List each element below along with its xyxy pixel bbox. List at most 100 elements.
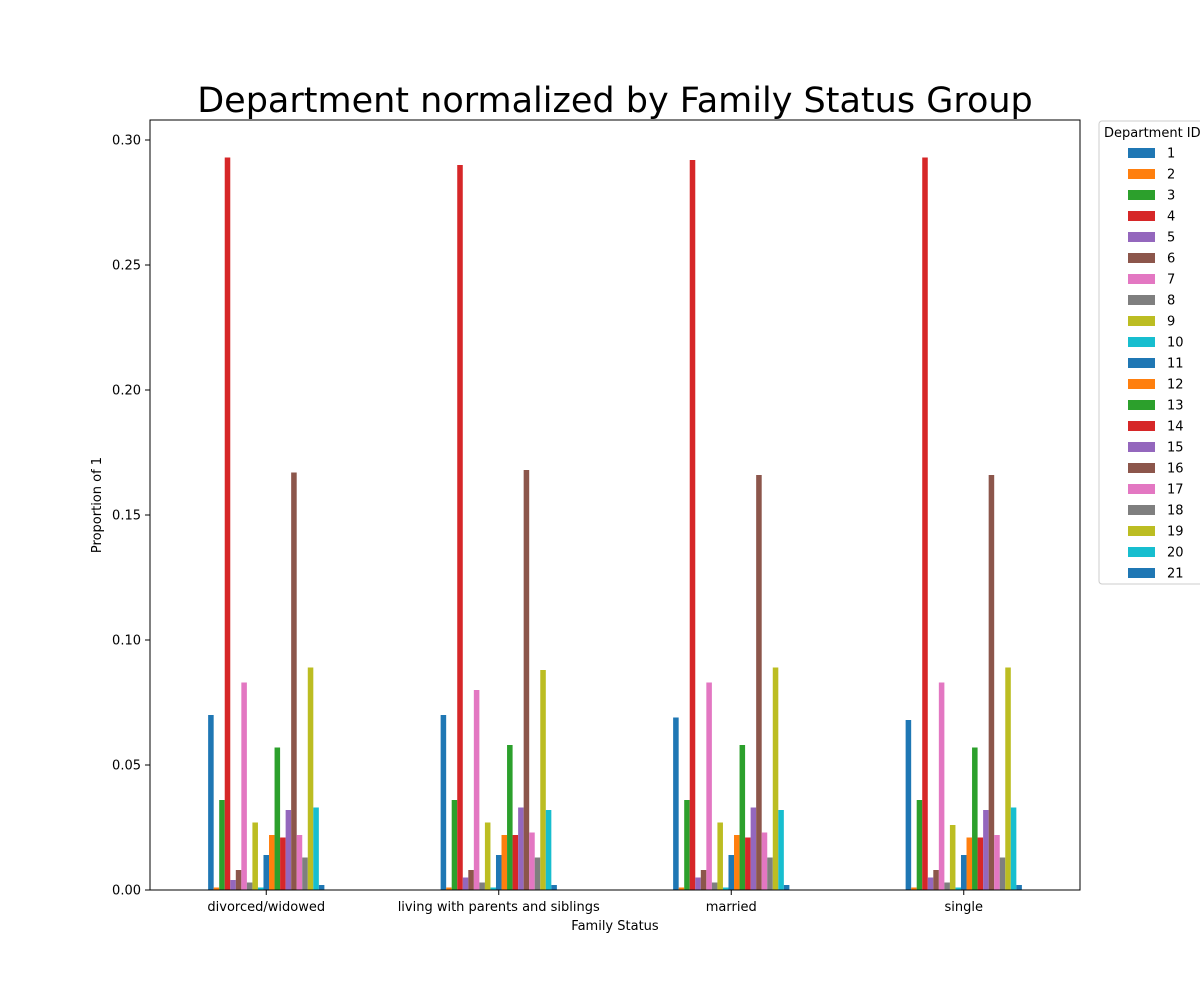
legend-swatch-3 bbox=[1128, 190, 1155, 200]
bar-dept-6-2 bbox=[700, 870, 707, 890]
y-tick-label: 0.05 bbox=[112, 759, 141, 774]
bar-dept-11-1 bbox=[495, 855, 502, 890]
bar-dept-3-1 bbox=[451, 800, 458, 890]
bar-dept-17-0 bbox=[296, 835, 303, 890]
bar-dept-3-0 bbox=[219, 800, 225, 890]
legend-label-16: 16 bbox=[1167, 462, 1184, 477]
bar-dept-18-3 bbox=[999, 857, 1006, 890]
bar-dept-19-3 bbox=[1005, 667, 1011, 890]
bar-dept-15-2 bbox=[750, 807, 757, 890]
legend-label-21: 21 bbox=[1167, 567, 1184, 582]
legend-swatch-18 bbox=[1128, 505, 1155, 515]
legend-swatch-20 bbox=[1128, 547, 1155, 557]
bar-dept-5-0 bbox=[230, 880, 236, 890]
bar-dept-18-1 bbox=[534, 857, 541, 890]
bar-dept-12-0 bbox=[269, 835, 275, 890]
bar-dept-5-3 bbox=[927, 877, 934, 890]
legend-swatch-7 bbox=[1128, 274, 1155, 284]
legend-label-2: 2 bbox=[1167, 168, 1175, 183]
bar-dept-17-2 bbox=[761, 832, 768, 890]
bar-dept-7-1 bbox=[473, 690, 480, 890]
bar-dept-8-1 bbox=[479, 882, 485, 890]
bar-dept-5-1 bbox=[462, 877, 469, 890]
x-axis-label: Family Status bbox=[571, 919, 659, 934]
legend-frame bbox=[1098, 120, 1200, 585]
legend-swatch-16 bbox=[1128, 463, 1155, 473]
bar-dept-14-0 bbox=[280, 837, 286, 890]
bar-dept-10-2 bbox=[722, 887, 729, 890]
bar-dept-10-1 bbox=[490, 887, 496, 890]
legend-swatch-12 bbox=[1128, 379, 1155, 389]
bar-dept-13-1 bbox=[507, 745, 513, 890]
bar-dept-13-2 bbox=[739, 745, 746, 890]
legend-label-15: 15 bbox=[1167, 441, 1184, 456]
chart-title: Department normalized by Family Status G… bbox=[197, 81, 1033, 121]
legend-swatch-17 bbox=[1128, 484, 1155, 494]
legend-label-7: 7 bbox=[1167, 273, 1175, 288]
x-tick-label: divorced/widowed bbox=[207, 900, 325, 915]
bar-dept-9-0 bbox=[252, 822, 258, 890]
bar-dept-3-3 bbox=[916, 800, 923, 890]
bar-dept-7-2 bbox=[706, 682, 712, 890]
y-tick-label: 0.30 bbox=[112, 134, 141, 149]
bar-dept-19-0 bbox=[307, 667, 314, 890]
bar-dept-4-0 bbox=[224, 157, 231, 890]
bar-dept-6-3 bbox=[933, 870, 939, 890]
bar-dept-9-2 bbox=[717, 822, 723, 890]
y-tick-label: 0.00 bbox=[112, 884, 141, 899]
bar-dept-6-1 bbox=[468, 870, 474, 890]
bar-dept-1-0 bbox=[208, 715, 214, 890]
legend-swatch-15 bbox=[1128, 442, 1155, 452]
bar-dept-10-0 bbox=[257, 887, 264, 890]
bar-dept-16-0 bbox=[291, 472, 297, 890]
bar-dept-21-3 bbox=[1016, 885, 1022, 890]
legend-label-4: 4 bbox=[1167, 210, 1175, 225]
bar-dept-12-2 bbox=[734, 835, 740, 890]
bar-dept-13-3 bbox=[972, 747, 978, 890]
legend-label-5: 5 bbox=[1167, 231, 1175, 246]
bar-dept-18-0 bbox=[302, 857, 308, 890]
bar-dept-1-3 bbox=[905, 720, 912, 890]
legend-swatch-21 bbox=[1128, 568, 1155, 578]
legend-label-10: 10 bbox=[1167, 336, 1184, 351]
bar-dept-11-3 bbox=[960, 855, 967, 890]
bar-dept-17-1 bbox=[529, 832, 535, 890]
bar-dept-8-2 bbox=[711, 882, 718, 890]
bar-dept-11-2 bbox=[728, 855, 735, 890]
bar-dept-1-2 bbox=[673, 717, 679, 890]
legend-swatch-6 bbox=[1128, 253, 1155, 263]
bar-dept-7-3 bbox=[938, 682, 945, 890]
legend-swatch-11 bbox=[1128, 358, 1155, 368]
bar-dept-4-1 bbox=[457, 165, 463, 890]
bar-dept-9-1 bbox=[484, 822, 491, 890]
bar-dept-1-1 bbox=[440, 715, 447, 890]
bar-dept-8-3 bbox=[944, 882, 950, 890]
bar-dept-20-0 bbox=[313, 807, 319, 890]
bar-dept-15-3 bbox=[983, 810, 989, 890]
bar-dept-2-1 bbox=[446, 887, 452, 890]
bar-dept-14-1 bbox=[512, 835, 519, 890]
bar-dept-2-3 bbox=[911, 887, 917, 890]
legend-label-20: 20 bbox=[1167, 546, 1184, 561]
plot-frame bbox=[149, 119, 1081, 891]
bar-dept-10-3 bbox=[955, 887, 961, 890]
legend-label-13: 13 bbox=[1167, 399, 1184, 414]
legend-label-6: 6 bbox=[1167, 252, 1175, 267]
bar-dept-16-1 bbox=[523, 470, 530, 890]
bar-dept-12-3 bbox=[966, 837, 973, 890]
legend-label-12: 12 bbox=[1167, 378, 1184, 393]
legend-swatch-9 bbox=[1128, 316, 1155, 326]
legend-label-19: 19 bbox=[1167, 525, 1184, 540]
x-tick-label: living with parents and siblings bbox=[398, 900, 600, 915]
bar-dept-8-0 bbox=[246, 882, 253, 890]
legend-swatch-10 bbox=[1128, 337, 1155, 347]
bar-dept-14-2 bbox=[745, 837, 751, 890]
bar-dept-20-3 bbox=[1010, 807, 1017, 890]
y-axis: 0.00 0.05 0.10 0.15 0.20 0.25 0.30 bbox=[112, 134, 150, 899]
legend-label-1: 1 bbox=[1167, 147, 1175, 162]
bar-dept-3-2 bbox=[684, 800, 690, 890]
bar-dept-15-1 bbox=[518, 807, 524, 890]
bar-dept-5-2 bbox=[695, 877, 701, 890]
bar-dept-17-3 bbox=[994, 835, 1000, 890]
bar-dept-19-2 bbox=[772, 667, 779, 890]
